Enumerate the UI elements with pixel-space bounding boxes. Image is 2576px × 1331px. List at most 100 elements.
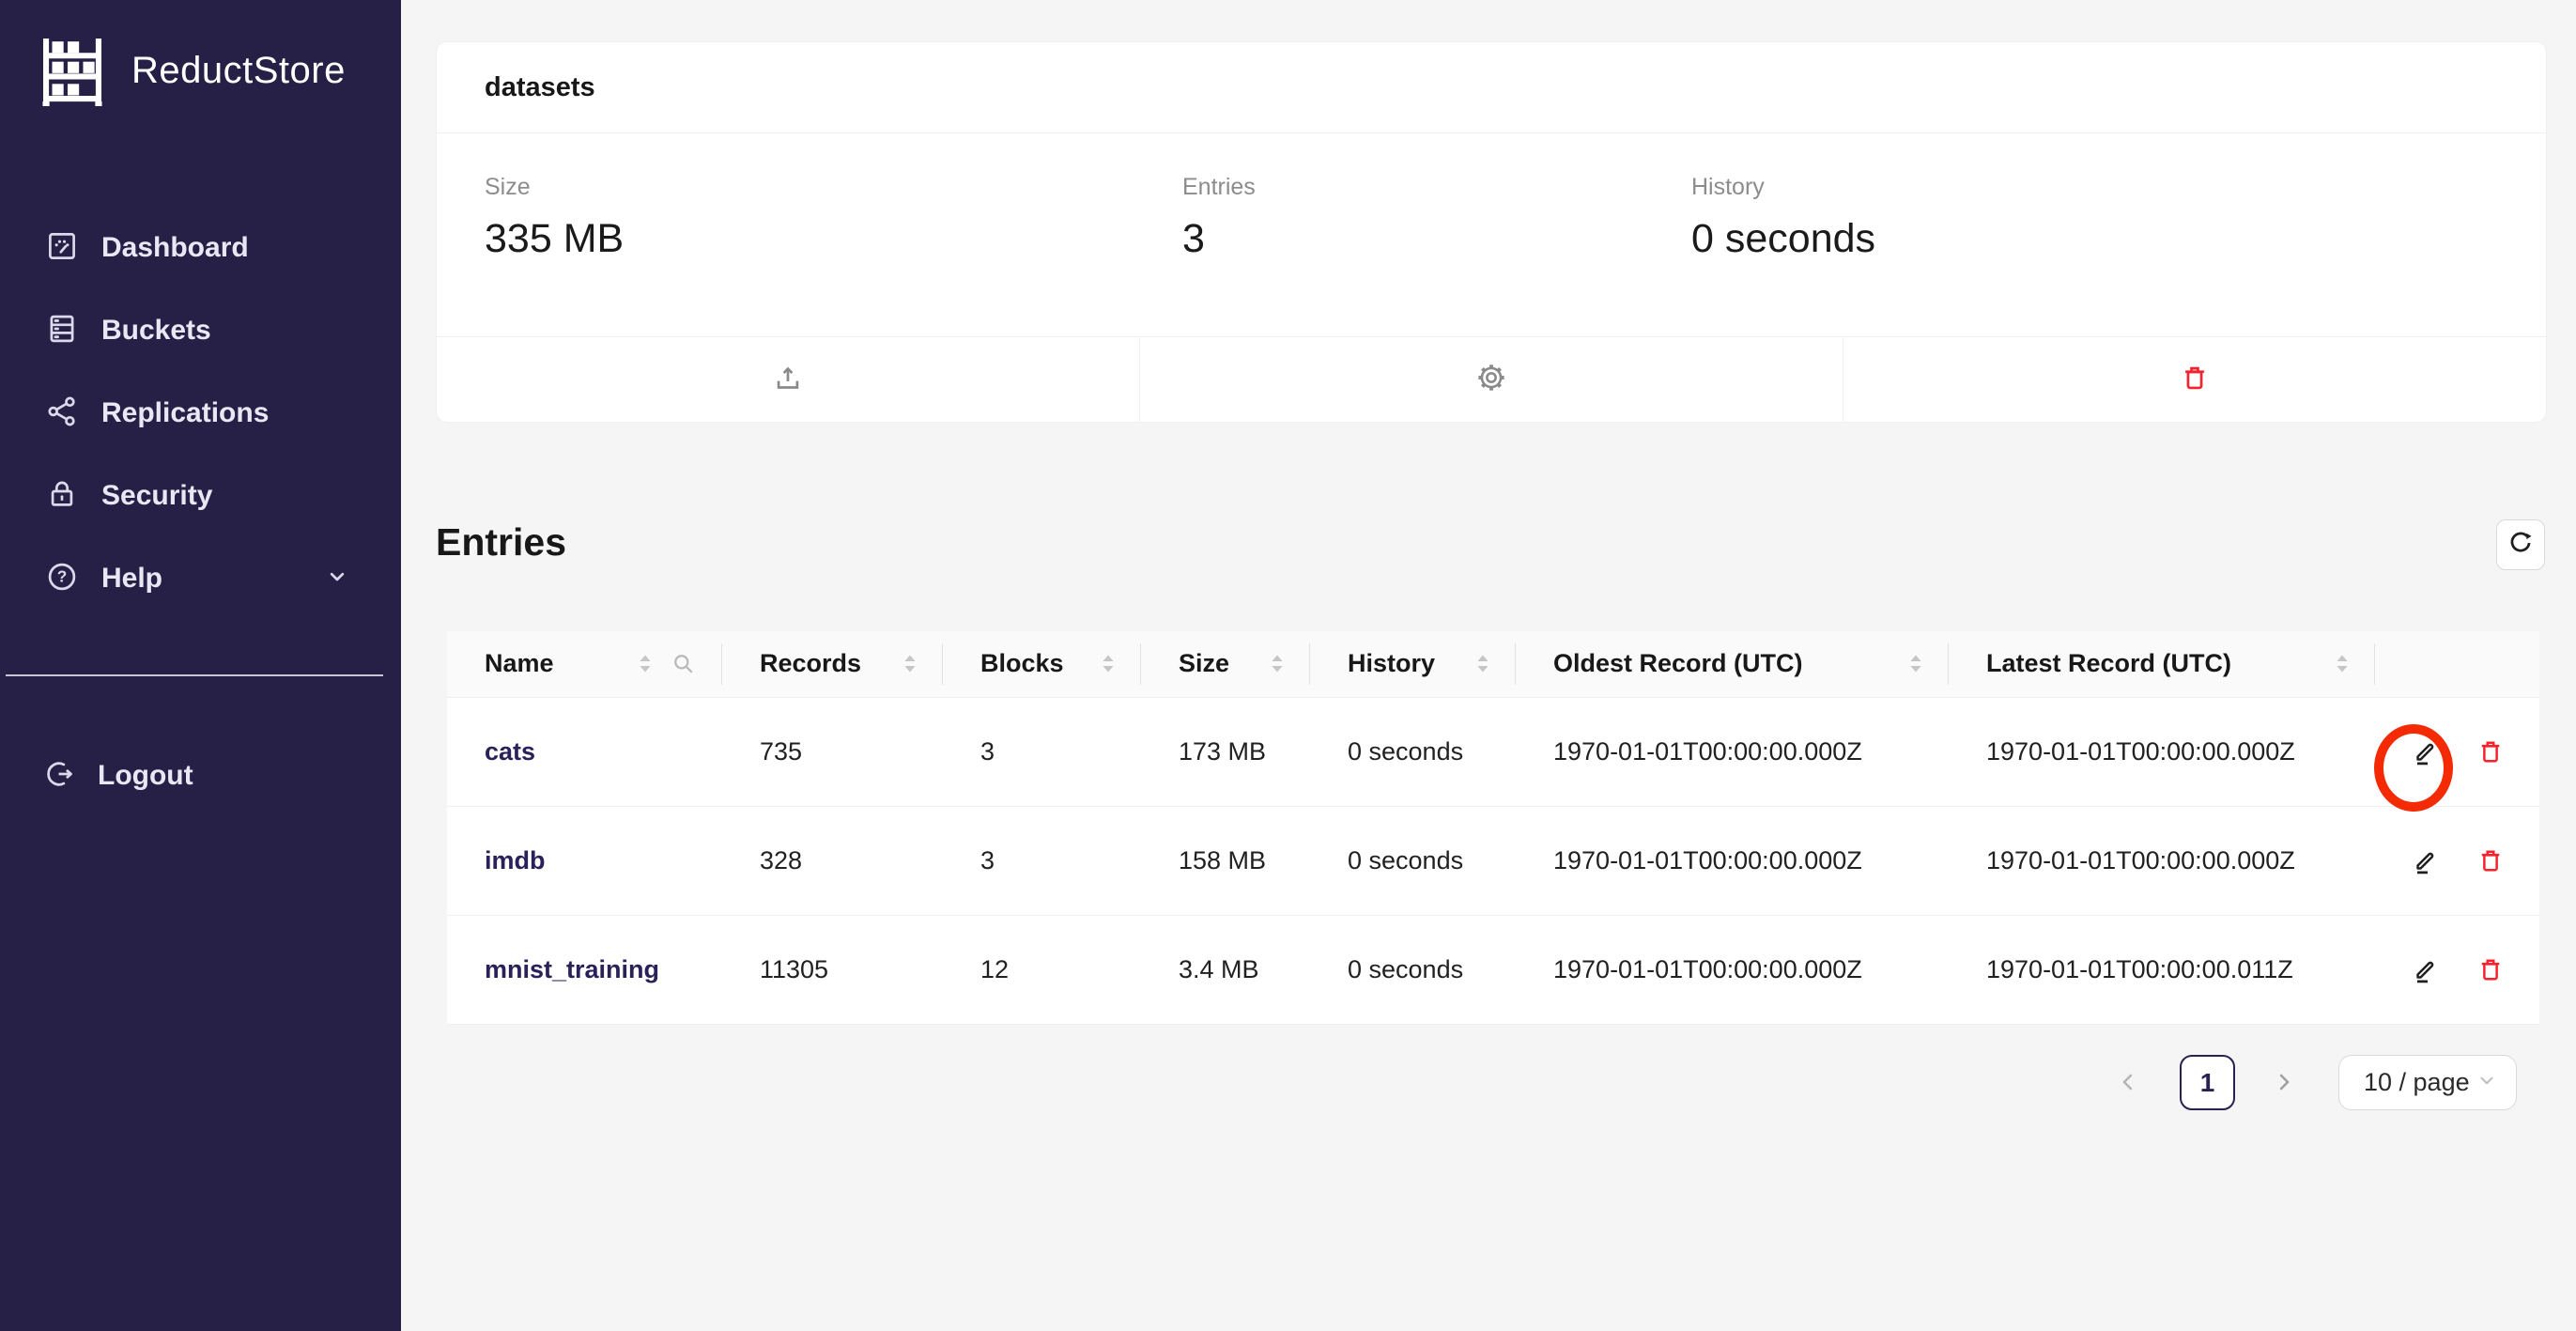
- bucket-card: datasets Size 335 MB Entries 3 History 0…: [436, 41, 2547, 423]
- entry-link-cats[interactable]: cats: [485, 736, 536, 766]
- logo[interactable]: ReductStore: [32, 30, 346, 111]
- sort-icon[interactable]: [639, 655, 652, 673]
- table-row: mnist_training 11305 12 3.4 MB 0 seconds…: [447, 915, 2539, 1025]
- edit-entry-button[interactable]: [2410, 954, 2441, 985]
- cell-latest-record: 1970-01-01T00:00:00.000Z: [1949, 806, 2375, 916]
- cell-latest-record: 1970-01-01T00:00:00.000Z: [1949, 697, 2375, 807]
- cell-records: 735: [722, 697, 943, 807]
- sidebar-item-label: Buckets: [101, 315, 211, 346]
- sidebar-item-buckets[interactable]: Buckets: [0, 289, 401, 372]
- share-alt-icon: [45, 395, 79, 433]
- cell-oldest-record: 1970-01-01T00:00:00.000Z: [1516, 697, 1949, 807]
- stat-value: 0 seconds: [1691, 216, 1876, 261]
- stat-label: History: [1691, 174, 1765, 200]
- trash-icon: [2180, 363, 2210, 397]
- upload-button[interactable]: [437, 337, 1139, 422]
- delete-entry-button[interactable]: [2476, 955, 2505, 983]
- bucket-card-actions: [437, 336, 2546, 422]
- stat-history: History 0 seconds: [1691, 174, 1875, 262]
- delete-entry-button[interactable]: [2476, 737, 2505, 766]
- sidebar-item-dashboard[interactable]: Dashboard: [0, 207, 401, 289]
- pagination-prev-button[interactable]: [2115, 1069, 2141, 1095]
- cell-oldest-record: 1970-01-01T00:00:00.000Z: [1516, 806, 1949, 916]
- stat-value: 3: [1182, 216, 1205, 261]
- sidebar: ReductStore Dashboard: [0, 0, 401, 1331]
- cell-size: 3.4 MB: [1141, 915, 1310, 1025]
- cell-blocks: 3: [943, 806, 1141, 916]
- column-header-oldest-record[interactable]: Oldest Record (UTC): [1516, 631, 1949, 698]
- refresh-button[interactable]: [2496, 519, 2545, 570]
- edit-entry-button[interactable]: [2410, 845, 2441, 876]
- pagination-page-1[interactable]: 1: [2180, 1055, 2235, 1110]
- column-header-latest-record[interactable]: Latest Record (UTC): [1949, 631, 2375, 698]
- sidebar-item-label: Security: [101, 480, 213, 511]
- sidebar-item-replications[interactable]: Replications: [0, 372, 401, 455]
- cell-history: 0 seconds: [1310, 806, 1516, 916]
- column-header-name[interactable]: Name: [447, 631, 722, 698]
- delete-bucket-button[interactable]: [1843, 337, 2546, 422]
- sidebar-item-label: Replications: [101, 397, 270, 428]
- cell-oldest-record: 1970-01-01T00:00:00.000Z: [1516, 915, 1949, 1025]
- column-header-history[interactable]: History: [1310, 631, 1516, 698]
- cell-records: 328: [722, 806, 943, 916]
- bucket-name: datasets: [485, 71, 595, 102]
- svg-text:?: ?: [57, 566, 68, 585]
- delete-entry-button[interactable]: [2476, 846, 2505, 874]
- stat-entries: Entries 3: [1182, 174, 1256, 262]
- entry-link-imdb[interactable]: imdb: [485, 845, 546, 874]
- sort-icon[interactable]: [2336, 655, 2349, 673]
- cell-size: 173 MB: [1141, 697, 1310, 807]
- question-circle-icon: ?: [45, 560, 79, 598]
- logout-icon: [43, 757, 77, 796]
- page-size-value: 10 / page: [2364, 1068, 2470, 1096]
- cell-blocks: 12: [943, 915, 1141, 1025]
- page-size-select[interactable]: 10 / page: [2338, 1055, 2517, 1110]
- stat-label: Size: [485, 174, 531, 200]
- sidebar-item-security[interactable]: Security: [0, 455, 401, 537]
- sidebar-item-label: Dashboard: [101, 232, 249, 263]
- column-header-size[interactable]: Size: [1141, 631, 1310, 698]
- sort-icon[interactable]: [903, 655, 917, 673]
- reload-icon: [2507, 529, 2535, 562]
- settings-gear-icon: [1474, 361, 1508, 399]
- bucket-card-header: datasets: [437, 42, 2546, 133]
- entry-link-mnist-training[interactable]: mnist_training: [485, 954, 660, 983]
- logo-text: ReductStore: [131, 49, 346, 91]
- settings-button[interactable]: [1139, 337, 1843, 422]
- column-header-blocks[interactable]: Blocks: [943, 631, 1141, 698]
- column-header-records[interactable]: Records: [722, 631, 943, 698]
- stat-value: 335 MB: [485, 216, 625, 261]
- cell-history: 0 seconds: [1310, 915, 1516, 1025]
- cell-records: 11305: [722, 915, 943, 1025]
- entries-table: Name: [447, 631, 2539, 1025]
- pagination-next-button[interactable]: [2271, 1069, 2297, 1095]
- sort-icon[interactable]: [1271, 655, 1284, 673]
- table-row: imdb 328 3 158 MB 0 seconds 1970-01-01T0…: [447, 806, 2539, 916]
- sidebar-nav: Dashboard Buckets: [0, 207, 401, 620]
- cell-blocks: 3: [943, 697, 1141, 807]
- column-header-actions: [2375, 631, 2539, 698]
- sidebar-item-label: Help: [101, 563, 163, 594]
- stat-label: Entries: [1182, 174, 1256, 200]
- upload-icon: [772, 362, 804, 398]
- lock-icon: [45, 477, 79, 516]
- entries-title: Entries: [436, 520, 566, 564]
- chevron-down-icon: [2475, 1068, 2499, 1097]
- reductstore-logo-icon: [32, 30, 113, 111]
- logout-button[interactable]: Logout: [0, 744, 401, 808]
- chevron-down-icon: [324, 564, 350, 595]
- table-row: cats 735 3 173 MB 0 seconds 1970-01-01T0…: [447, 697, 2539, 807]
- stat-size: Size 335 MB: [485, 174, 624, 262]
- cell-history: 0 seconds: [1310, 697, 1516, 807]
- edit-entry-button[interactable]: [2410, 736, 2441, 767]
- dashboard-icon: [45, 229, 79, 268]
- sort-icon[interactable]: [1476, 655, 1489, 673]
- sidebar-divider: [6, 674, 383, 676]
- database-icon: [45, 312, 79, 350]
- cell-latest-record: 1970-01-01T00:00:00.011Z: [1949, 915, 2375, 1025]
- sidebar-item-help[interactable]: ? Help: [0, 537, 401, 620]
- search-icon[interactable]: [671, 651, 696, 676]
- sort-icon[interactable]: [1102, 655, 1115, 673]
- sort-icon[interactable]: [1909, 655, 1922, 673]
